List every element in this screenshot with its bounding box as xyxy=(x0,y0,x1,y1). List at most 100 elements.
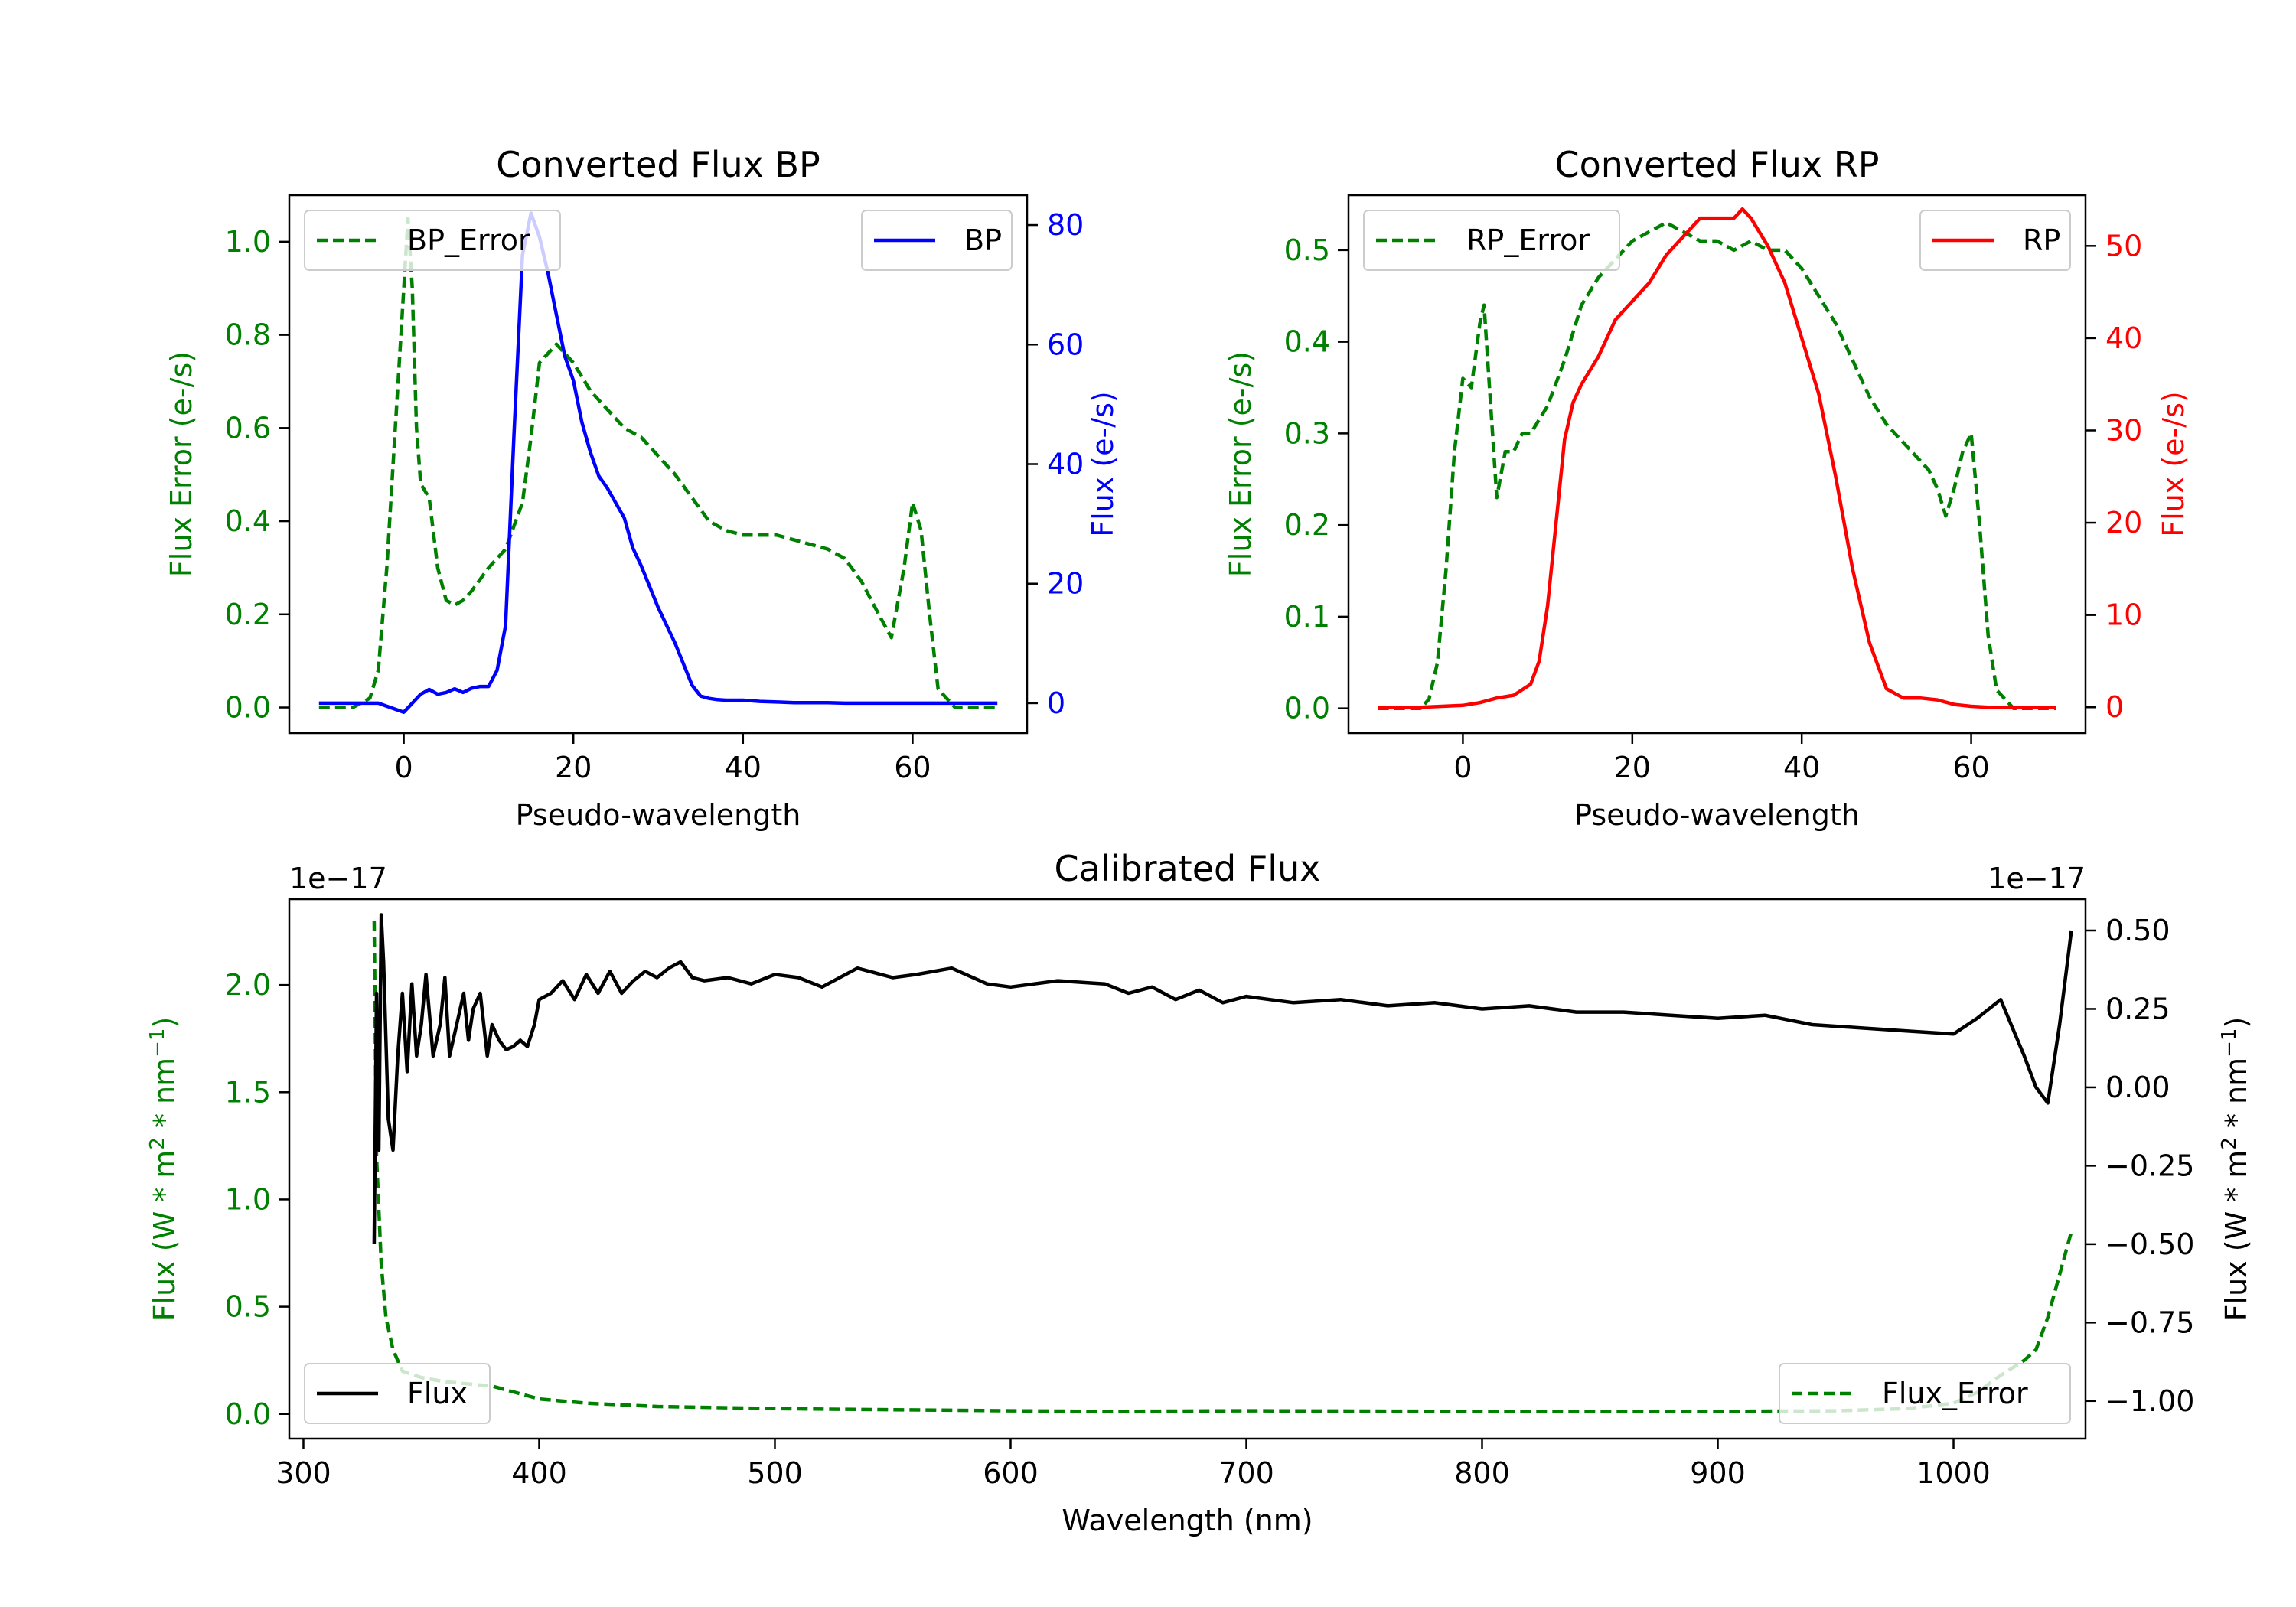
y-right-tick-label: 30 xyxy=(2105,413,2142,447)
x-tick-label: 0 xyxy=(394,751,413,784)
legend-label: Flux xyxy=(407,1377,468,1410)
x-tick-label: 40 xyxy=(725,751,762,784)
y-left-tick-label: 1.5 xyxy=(225,1075,271,1109)
legend-box xyxy=(304,1363,491,1424)
legend: RP xyxy=(1919,210,2071,271)
y-left-tick-label: 0.0 xyxy=(225,691,271,725)
legend: RP_Error xyxy=(1363,210,1620,271)
legend-box xyxy=(1779,1363,2071,1424)
y-right-tick-label: 40 xyxy=(2105,321,2142,355)
x-tick-label: 40 xyxy=(1783,751,1820,784)
x-tick-label: 500 xyxy=(747,1456,803,1490)
y-right-tick-label: 0.00 xyxy=(2105,1071,2170,1104)
axis-label-part: * nm xyxy=(2219,1058,2253,1137)
axis-label-part: −1 xyxy=(2218,1028,2241,1058)
chart-title: Converted Flux BP xyxy=(496,144,820,185)
x-tick-label: 300 xyxy=(276,1456,331,1490)
x-tick-label: 700 xyxy=(1218,1456,1274,1490)
x-tick-label: 800 xyxy=(1454,1456,1510,1490)
plot-frame xyxy=(288,898,2087,1440)
x-tick-label: 20 xyxy=(1614,751,1651,784)
legend: Flux xyxy=(304,1363,491,1424)
y-right-tick-label: −0.50 xyxy=(2105,1227,2194,1261)
x-tick-label: 60 xyxy=(1952,751,1989,784)
x-axis-label: Wavelength (nm) xyxy=(1062,1504,1313,1537)
y-right-tick-label: 60 xyxy=(1047,328,1084,361)
y-right-tick-label: 0.50 xyxy=(2105,914,2170,947)
legend: BP xyxy=(861,210,1013,271)
y-left-tick-label: 1.0 xyxy=(225,225,271,259)
series-line-bp xyxy=(318,211,998,714)
series-line-rp-error xyxy=(1378,220,2056,710)
axis-label-part: * nm xyxy=(148,1058,181,1137)
y-left-tick-label: 0.5 xyxy=(1284,233,1330,267)
y-right-tick-label: 20 xyxy=(2105,506,2142,539)
series-line-bp-error xyxy=(318,217,998,709)
y-left-tick-label: 0.0 xyxy=(1284,692,1330,725)
plot-frame xyxy=(288,194,1029,735)
axis-label-part: ) xyxy=(2219,1017,2253,1028)
y-left-axis-label: Flux Error (e-/s) xyxy=(1224,351,1257,577)
series-line-rp xyxy=(1378,207,2056,709)
y-right-tick-label: 0 xyxy=(1047,686,1065,720)
y-right-tick-label: −0.25 xyxy=(2105,1149,2194,1182)
y-left-tick-label: 1.0 xyxy=(225,1182,271,1216)
x-tick-label: 900 xyxy=(1690,1456,1746,1490)
y-right-tick-label: 40 xyxy=(1047,448,1084,481)
x-tick-label: 60 xyxy=(894,751,931,784)
y-right-axis-label: Flux (e-/s) xyxy=(1086,391,1120,536)
series-line-flux xyxy=(372,913,2073,1244)
y-left-tick-label: 0.1 xyxy=(1284,600,1330,634)
legend-box xyxy=(1363,210,1620,271)
y-right-tick-label: 10 xyxy=(2105,598,2142,632)
y-left-tick-label: 0.2 xyxy=(1284,508,1330,542)
x-axis-label: Pseudo-wavelength xyxy=(516,798,801,832)
axis-label-part: −1 xyxy=(146,1028,169,1058)
legend-box xyxy=(861,210,1013,271)
legend-label: BP_Error xyxy=(407,223,530,257)
plot-frame xyxy=(1347,194,2087,735)
axis-label-part: Flux (W * m xyxy=(148,1150,181,1322)
y-left-tick-label: 0.6 xyxy=(225,411,271,445)
legend-box xyxy=(304,210,561,271)
legend: Flux_Error xyxy=(1779,1363,2071,1424)
x-tick-label: 400 xyxy=(511,1456,567,1490)
y-right-tick-label: 0 xyxy=(2105,690,2124,724)
y-left-tick-label: 0.5 xyxy=(225,1290,271,1324)
y-right-axis-label: Flux (e-/s) xyxy=(2157,391,2190,536)
y-left-tick-label: 0.8 xyxy=(225,318,271,352)
series-line-flux-error xyxy=(372,920,2073,1413)
legend-label: BP xyxy=(964,223,1002,257)
axis-label-part: Flux (W * m xyxy=(2219,1150,2253,1322)
y-right-offset-label: 1e−17 xyxy=(1988,862,2086,895)
legend-label: RP xyxy=(2023,223,2060,257)
y-left-axis-label: Flux (W * m2 * nm−1) xyxy=(146,1017,181,1322)
legend: BP_Error xyxy=(304,210,561,271)
y-right-tick-label: 80 xyxy=(1047,208,1084,242)
axis-label-part: 2 xyxy=(146,1137,169,1150)
legend-label: RP_Error xyxy=(1466,223,1590,257)
y-left-axis-label: Flux Error (e-/s) xyxy=(165,351,198,577)
x-tick-label: 20 xyxy=(555,751,592,784)
y-left-tick-label: 0.3 xyxy=(1284,416,1330,450)
y-right-tick-label: −0.75 xyxy=(2105,1305,2194,1339)
x-axis-label: Pseudo-wavelength xyxy=(1574,798,1860,832)
chart-title: Converted Flux RP xyxy=(1555,144,1880,185)
x-tick-label: 1000 xyxy=(1916,1456,1991,1490)
y-left-tick-label: 0.4 xyxy=(225,504,271,538)
y-left-tick-label: 0.2 xyxy=(225,598,271,631)
y-left-tick-label: 2.0 xyxy=(225,968,271,1002)
y-right-axis-label: Flux (W * m2 * nm−1) xyxy=(2218,1017,2253,1322)
y-left-tick-label: 0.0 xyxy=(225,1397,271,1431)
y-right-tick-label: −1.00 xyxy=(2105,1384,2194,1418)
y-right-tick-label: 0.25 xyxy=(2105,992,2170,1025)
y-left-offset-label: 1e−17 xyxy=(289,862,387,895)
x-tick-label: 600 xyxy=(983,1456,1039,1490)
legend-box xyxy=(1919,210,2071,271)
chart-title: Calibrated Flux xyxy=(1055,848,1321,889)
axis-label-part: 2 xyxy=(2218,1137,2241,1150)
y-left-tick-label: 0.4 xyxy=(1284,325,1330,359)
y-right-tick-label: 50 xyxy=(2105,229,2142,262)
axis-label-part: ) xyxy=(148,1017,181,1028)
